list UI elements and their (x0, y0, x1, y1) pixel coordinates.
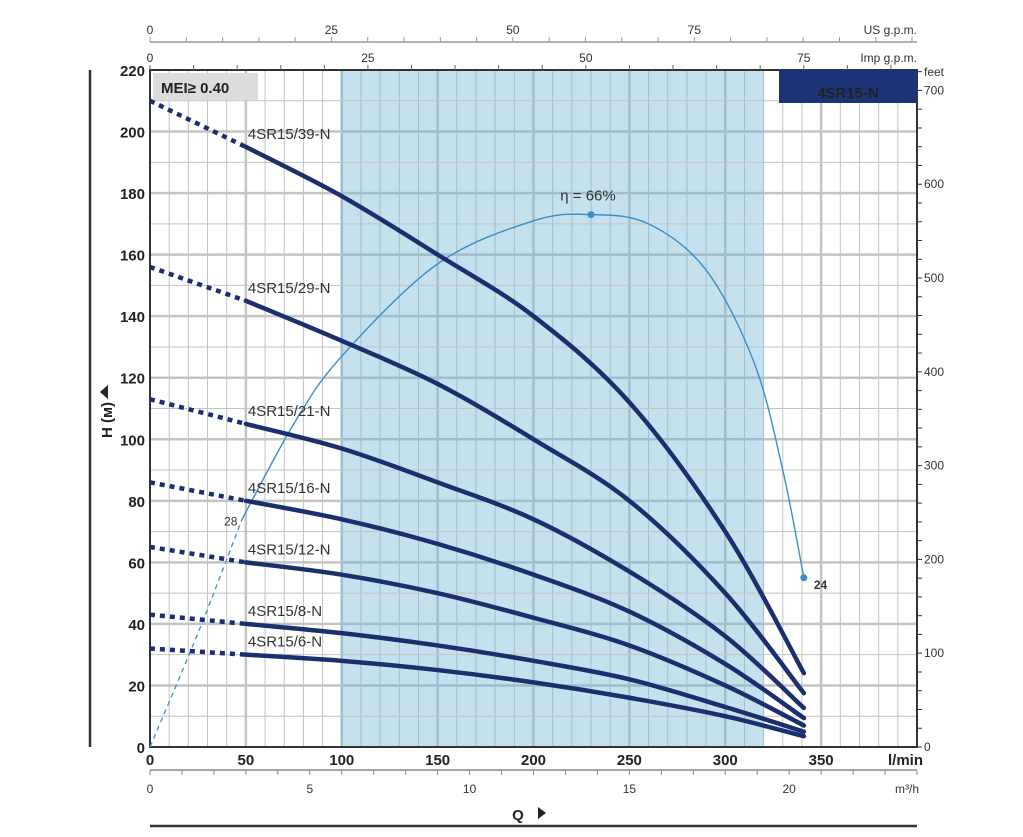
head-curve-dotted (149, 612, 247, 627)
x-tick-label: 100 (329, 752, 354, 769)
imp-gpm-unit-label: Imp g.p.m. (860, 51, 917, 65)
efficiency-peak-point (587, 211, 595, 219)
m3h-tick-label: 10 (463, 782, 477, 796)
us-gpm-tick-label: 0 (147, 23, 154, 37)
y-tick-label: 20 (128, 678, 145, 695)
head-curve-label: 4SR15/29-N (248, 280, 331, 297)
m3h-tick-label: 15 (623, 782, 637, 796)
feet-tick-label: 600 (924, 177, 944, 191)
title-badge-bg (779, 70, 917, 103)
head-curve (243, 421, 807, 711)
y-tick-label: 180 (120, 186, 145, 203)
x-unit-label: l/min (888, 752, 923, 769)
y-tick-label: 220 (120, 63, 145, 80)
imp-gpm-tick-label: 75 (797, 51, 811, 65)
y-tick-label: 80 (128, 494, 145, 511)
y-tick-label: 60 (128, 555, 145, 572)
m3h-tick-label: 0 (147, 782, 154, 796)
head-curve (243, 560, 807, 728)
mei-badge: MEI≥ 0.40 (161, 80, 229, 97)
head-curve-label: 4SR15/16-N (248, 480, 331, 497)
head-curve-dotted (149, 98, 247, 149)
feet-tick-label: 500 (924, 271, 944, 285)
y-tick-label: 0 (137, 740, 145, 757)
feet-tick-label: 100 (924, 646, 944, 660)
efficiency-end-label: 24 (814, 578, 828, 592)
feet-tick-label: 200 (924, 552, 944, 566)
head-curve-dotted (149, 397, 247, 427)
y-tick-label: 40 (128, 617, 145, 634)
y-tick-label: 160 (120, 248, 145, 265)
head-curve-dotted (149, 264, 247, 303)
feet-tick-label: 0 (924, 740, 931, 754)
head-curve-label: 4SR15/39-N (248, 126, 331, 143)
x-tick-label: 50 (238, 752, 255, 769)
m3h-tick-label: 5 (306, 782, 313, 796)
y-tick-label: 100 (120, 432, 145, 449)
head-curve-label: 4SR15/8-N (248, 603, 322, 620)
head-curve-label: 4SR15/21-N (248, 403, 331, 420)
imp-gpm-tick-label: 0 (147, 51, 154, 65)
head-curve-dotted (149, 480, 247, 504)
feet-unit-label: feet (924, 65, 945, 79)
head-curve (243, 652, 807, 739)
y-tick-label: 120 (120, 371, 145, 388)
efficiency-end-point (800, 574, 808, 582)
x-tick-label: 300 (713, 752, 738, 769)
us-gpm-tick-label: 75 (688, 23, 702, 37)
m3h-tick-label: 20 (782, 782, 796, 796)
m3h-unit-label: m³/h (895, 782, 919, 796)
chart-title: 4SR15-N (817, 85, 879, 102)
efficiency-curve-dashed (149, 519, 243, 748)
us-gpm-tick-label: 50 (506, 23, 520, 37)
efficiency-start-label: 28 (224, 514, 238, 528)
head-curve-dotted (149, 544, 247, 565)
x-tick-label: 250 (617, 752, 642, 769)
y-tick-label: 200 (120, 125, 145, 142)
head-curve-label: 4SR15/12-N (248, 541, 331, 558)
y-tick-label: 140 (120, 309, 145, 326)
x-tick-label: 0 (146, 752, 154, 769)
efficiency-peak-label: η = 66% (560, 188, 615, 205)
us-gpm-unit-label: US g.p.m. (864, 23, 917, 37)
plot-frame (149, 69, 918, 748)
feet-tick-label: 700 (924, 83, 944, 97)
x-tick-label: 150 (425, 752, 450, 769)
y-axis-arrow-icon (100, 385, 108, 399)
mei-badge-bg (153, 73, 258, 100)
us-gpm-tick-label: 25 (325, 23, 339, 37)
head-curve (243, 498, 807, 721)
head-curve (243, 298, 807, 696)
feet-tick-label: 400 (924, 365, 944, 379)
x-axis-label: Q (512, 807, 524, 824)
imp-gpm-tick-label: 50 (579, 51, 593, 65)
y-axis-label: H (м) (99, 402, 116, 438)
head-curve (243, 621, 807, 734)
x-tick-label: 350 (809, 752, 834, 769)
feet-tick-label: 300 (924, 459, 944, 473)
head-curve-dotted (149, 646, 247, 657)
x-axis-arrow-icon (538, 807, 546, 819)
imp-gpm-tick-label: 25 (361, 51, 375, 65)
head-curve (243, 144, 807, 676)
x-tick-label: 200 (521, 752, 546, 769)
head-curve-label: 4SR15/6-N (248, 634, 322, 651)
